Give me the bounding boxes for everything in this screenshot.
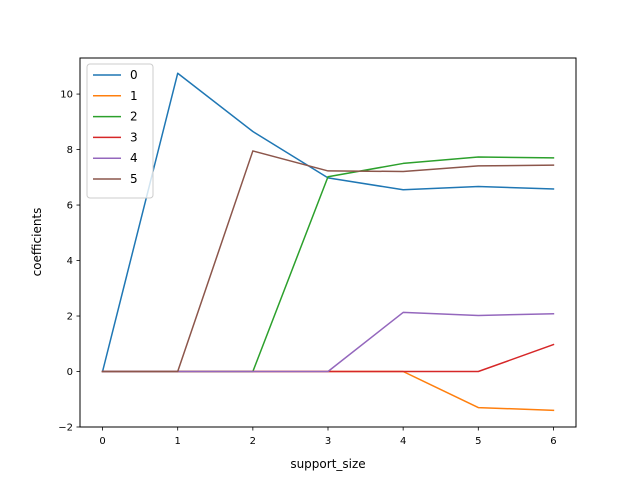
x-tick-label: 0 bbox=[99, 436, 105, 447]
y-tick-label: 2 bbox=[67, 312, 73, 323]
legend-label-3: 3 bbox=[130, 130, 138, 144]
x-tick-label: 5 bbox=[475, 436, 481, 447]
y-tick-label: 8 bbox=[67, 145, 73, 156]
legend-label-1: 1 bbox=[130, 89, 138, 103]
series-line-5 bbox=[101, 150, 555, 373]
y-axis-label: coefficients bbox=[30, 208, 44, 277]
y-tick-label: 10 bbox=[60, 90, 73, 101]
x-tick-label: 2 bbox=[250, 436, 256, 447]
x-axis-ticks: 0 1 2 3 4 5 6 bbox=[99, 427, 557, 447]
legend-box bbox=[86, 63, 154, 199]
x-tick-label: 6 bbox=[550, 436, 556, 447]
y-tick-label: 4 bbox=[67, 256, 73, 267]
legend-label-2: 2 bbox=[130, 110, 138, 124]
x-tick-label: 3 bbox=[325, 436, 331, 447]
y-tick-label: −2 bbox=[58, 423, 73, 434]
y-tick-label: 0 bbox=[67, 367, 73, 378]
legend-label-4: 4 bbox=[130, 151, 138, 165]
x-tick-label: 1 bbox=[175, 436, 181, 447]
x-axis-label: support_size bbox=[290, 457, 365, 471]
y-axis-ticks: −2 0 2 4 6 8 10 bbox=[58, 90, 80, 434]
series-layer bbox=[101, 72, 555, 412]
legend: 0 1 2 3 4 5 bbox=[86, 63, 154, 199]
legend-label-0: 0 bbox=[130, 68, 138, 82]
y-tick-label: 6 bbox=[67, 201, 73, 212]
legend-label-5: 5 bbox=[130, 172, 138, 186]
x-tick-label: 4 bbox=[400, 436, 406, 447]
